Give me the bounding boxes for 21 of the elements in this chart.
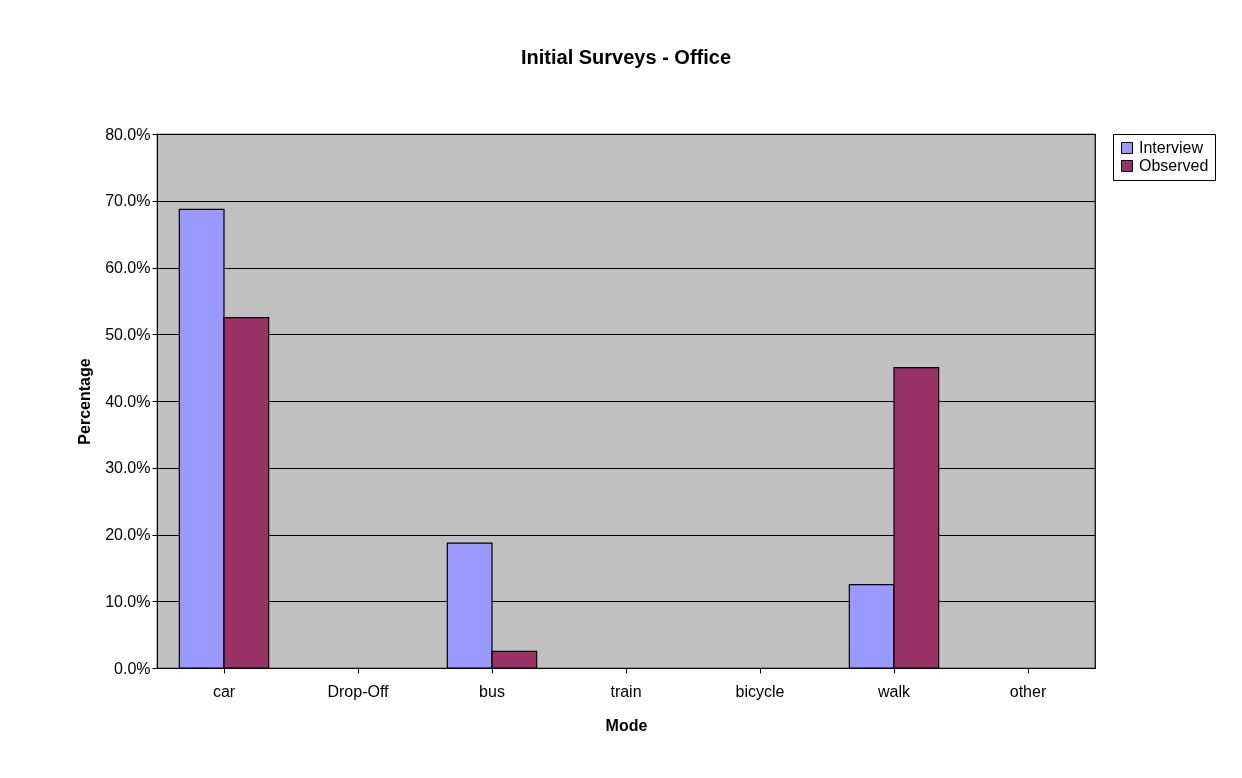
x-tick-label: bus bbox=[479, 682, 505, 700]
y-axis-title: Percentage bbox=[76, 358, 94, 445]
y-tick-label: 10.0% bbox=[105, 592, 151, 610]
x-tick-label: other bbox=[1009, 682, 1047, 700]
y-tick-label: 0.0% bbox=[114, 659, 151, 677]
x-tick-label: bicycle bbox=[735, 682, 785, 700]
y-tick-label: 50.0% bbox=[105, 325, 151, 343]
x-tick-label: walk bbox=[876, 682, 911, 700]
y-tick-label: 30.0% bbox=[105, 459, 151, 477]
legend-label: Interview bbox=[1139, 139, 1204, 156]
x-axis-title: Mode bbox=[605, 716, 648, 734]
y-tick-label: 80.0% bbox=[105, 125, 151, 143]
y-tick-label: 60.0% bbox=[105, 259, 151, 276]
y-tick-label: 20.0% bbox=[105, 526, 151, 543]
legend-label: Observed bbox=[1139, 157, 1209, 174]
x-tick-label: car bbox=[212, 682, 236, 700]
y-tick-label: 70.0% bbox=[105, 192, 151, 210]
y-tick-label: 40.0% bbox=[105, 392, 151, 410]
x-tick-label: Drop-Off bbox=[327, 682, 390, 700]
chart-title: Initial Surveys - Office bbox=[520, 46, 732, 68]
x-tick-label: train bbox=[610, 682, 642, 700]
